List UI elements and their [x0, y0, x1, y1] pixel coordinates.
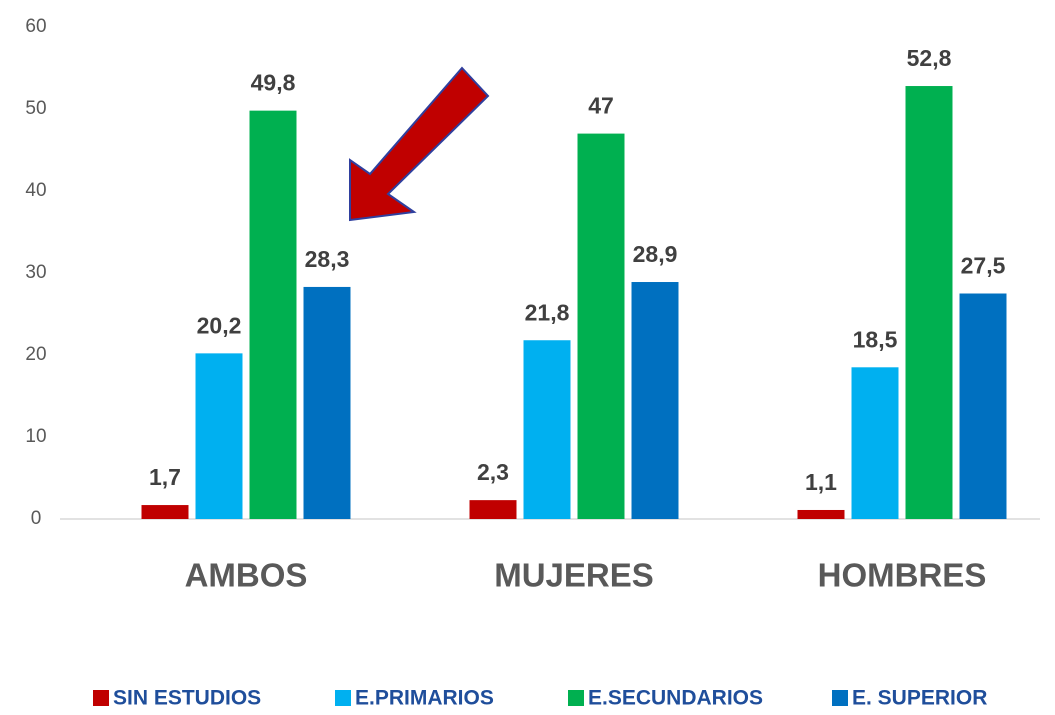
- legend-swatch: [832, 690, 848, 706]
- y-tick-label: 0: [31, 508, 42, 529]
- bar: [249, 110, 297, 519]
- bar: [631, 282, 679, 519]
- value-label: 21,8: [525, 299, 570, 325]
- legend-label: SIN ESTUDIOS: [113, 687, 261, 710]
- bar: [303, 286, 351, 519]
- y-tick-label: 20: [25, 344, 46, 365]
- value-label: 52,8: [907, 45, 952, 71]
- value-label: 1,1: [805, 469, 837, 495]
- bar: [851, 367, 899, 519]
- value-label: 20,2: [197, 312, 242, 338]
- bar: [195, 353, 243, 519]
- legend-swatch: [335, 690, 351, 706]
- legend-label: E. SUPERIOR: [852, 687, 987, 710]
- bar: [577, 133, 625, 519]
- y-tick-label: 50: [25, 98, 46, 119]
- value-label: 28,3: [305, 246, 350, 272]
- x-tick-label: HOMBRES: [818, 557, 987, 594]
- value-label: 2,3: [477, 459, 509, 485]
- legend-swatch: [568, 690, 584, 706]
- value-label: 1,7: [149, 464, 181, 490]
- bar: [905, 86, 953, 519]
- bar: [959, 293, 1007, 519]
- bar: [523, 340, 571, 519]
- x-tick-label: AMBOS: [185, 557, 308, 594]
- value-label: 28,9: [633, 241, 678, 267]
- legend-label: E.PRIMARIOS: [355, 687, 494, 710]
- arrow: [349, 66, 490, 222]
- y-tick-label: 40: [25, 180, 46, 201]
- legend-label: E.SECUNDARIOS: [588, 687, 763, 710]
- x-tick-label: MUJERES: [494, 557, 654, 594]
- y-tick-label: 30: [25, 262, 46, 283]
- bar: [141, 505, 189, 519]
- value-label: 27,5: [961, 253, 1006, 279]
- y-tick-label: 10: [25, 426, 46, 447]
- value-label: 18,5: [853, 326, 898, 352]
- bar: [469, 500, 517, 519]
- bar: [797, 509, 845, 519]
- value-label: 47: [588, 93, 614, 119]
- y-tick-label: 60: [25, 16, 46, 37]
- value-label: 49,8: [251, 70, 296, 96]
- legend-swatch: [93, 690, 109, 706]
